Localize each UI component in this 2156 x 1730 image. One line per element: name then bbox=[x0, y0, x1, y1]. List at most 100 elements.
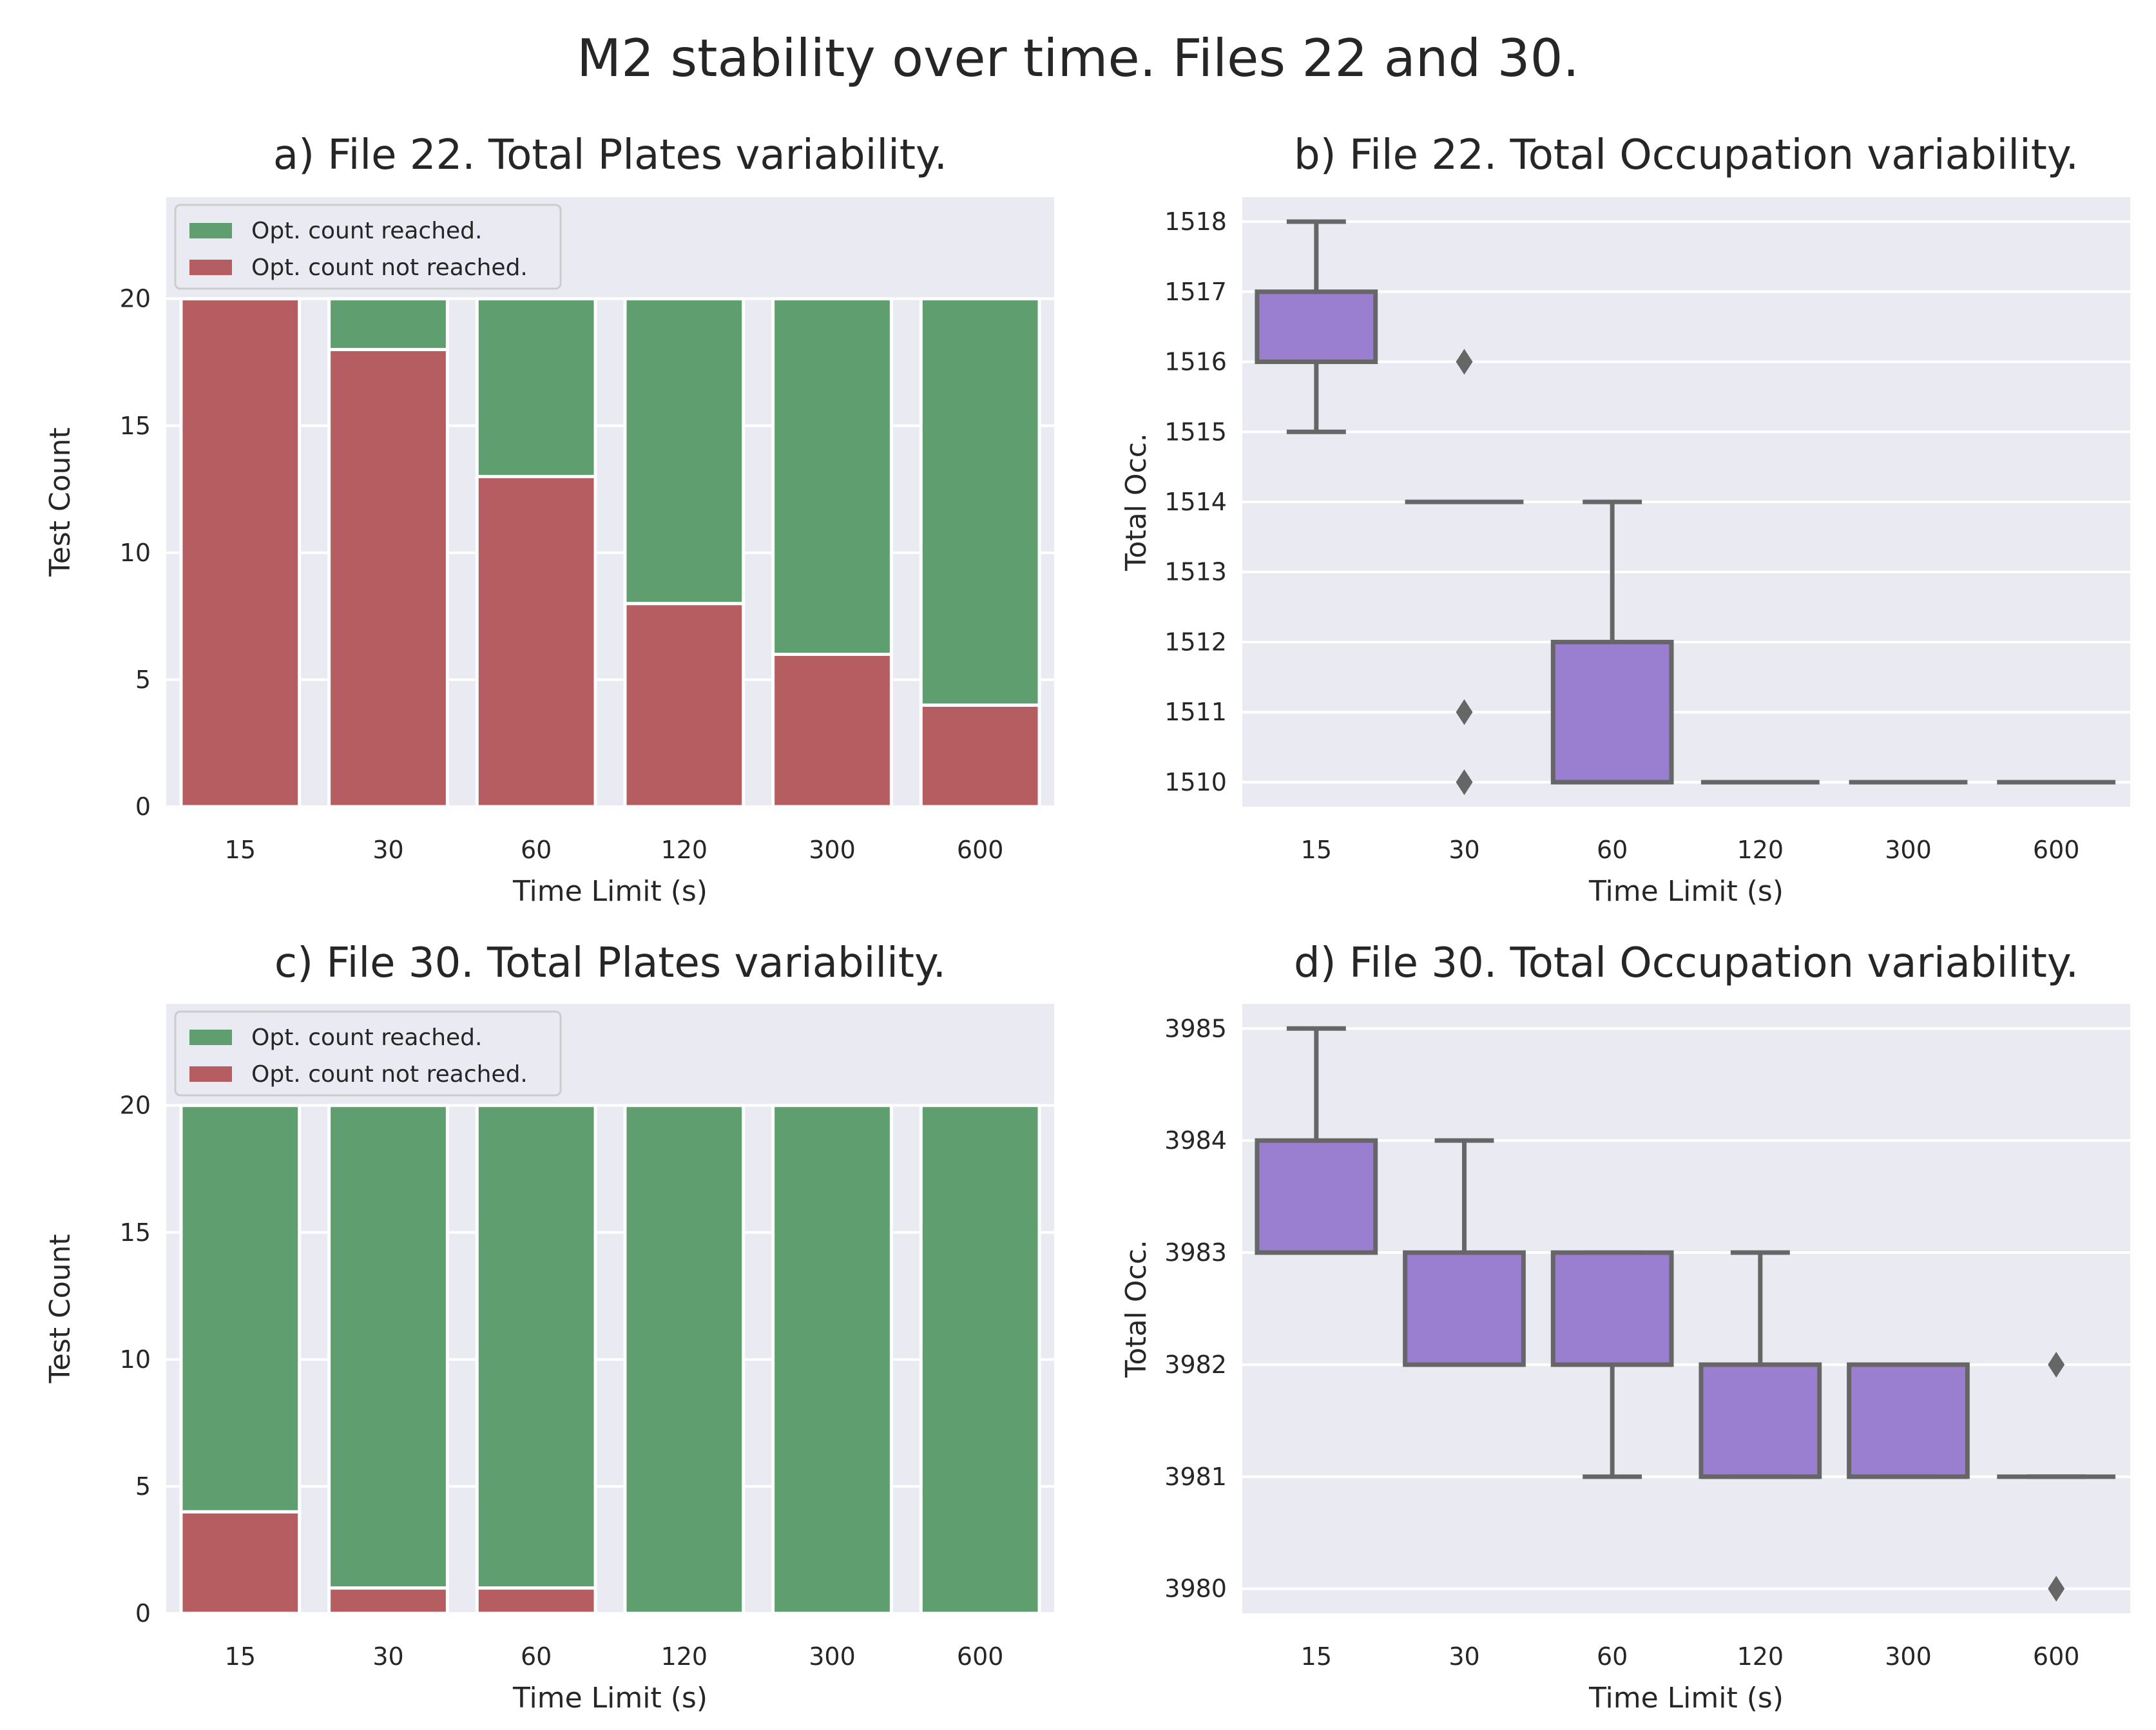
bar-not-reached bbox=[327, 1586, 449, 1615]
x-tick-label: 300 bbox=[809, 1642, 856, 1671]
x-tick-label: 30 bbox=[1449, 1642, 1479, 1671]
bar-not-reached bbox=[475, 475, 597, 809]
x-tick-label: 600 bbox=[957, 836, 1004, 864]
x-tick-label: 15 bbox=[1301, 836, 1332, 864]
x-tick-label: 15 bbox=[225, 836, 256, 864]
y-tick-label: 15 bbox=[120, 1218, 151, 1247]
y-tick-label: 1511 bbox=[1164, 698, 1227, 726]
box bbox=[1255, 289, 1378, 365]
x-tick-label: 600 bbox=[957, 1642, 1004, 1671]
plot-area bbox=[1242, 1004, 2130, 1613]
y-tick-label: 20 bbox=[120, 1091, 151, 1120]
outlier-point bbox=[1456, 769, 1473, 795]
bar-reached bbox=[179, 1104, 302, 1514]
outlier-point bbox=[1456, 699, 1473, 726]
chart-d: 3980 3981 3982 3983 3984 3985 15 30 60 120 300 600 d… bbox=[1120, 939, 2130, 1715]
x-tick-label: 15 bbox=[225, 1642, 256, 1671]
box bbox=[1550, 639, 1674, 785]
y-tick-label: 3983 bbox=[1164, 1238, 1227, 1267]
x-tick-label: 120 bbox=[661, 836, 708, 864]
y-tick-label: 0 bbox=[135, 793, 151, 821]
y-tick-label: 1512 bbox=[1164, 628, 1227, 656]
y-tick-label: 3981 bbox=[1164, 1463, 1227, 1491]
legend-label: Opt. count reached. bbox=[251, 1024, 482, 1051]
bar-reached bbox=[919, 1104, 1041, 1615]
chart-a: 0 5 10 15 20 15 30 60 120 300 600 a) File 22. Total… bbox=[44, 131, 1054, 908]
x-tick-label: 300 bbox=[1885, 1642, 1932, 1671]
y-tick-label: 3985 bbox=[1164, 1014, 1227, 1043]
x-tick-label: 30 bbox=[1449, 836, 1479, 864]
chart-c: 0 5 10 15 20 15 30 60 120 300 600 c) File 30. Total… bbox=[44, 939, 1054, 1715]
panel-title: a) File 22. Total Plates variability. bbox=[273, 131, 947, 179]
y-tick-label: 1515 bbox=[1164, 418, 1227, 446]
y-axis-label: Test Count bbox=[44, 1234, 77, 1383]
y-tick-label: 1514 bbox=[1164, 488, 1227, 516]
x-tick-label: 300 bbox=[809, 836, 856, 864]
y-tick-label: 5 bbox=[135, 1472, 151, 1501]
x-tick-label: 600 bbox=[2033, 1642, 2080, 1671]
bar-reached bbox=[475, 1104, 597, 1590]
legend-swatch bbox=[189, 1066, 232, 1082]
panel-title: b) File 22. Total Occupation variability… bbox=[1294, 131, 2079, 179]
x-axis-label: Time Limit (s) bbox=[1588, 1682, 1784, 1715]
box bbox=[1847, 1362, 1970, 1479]
x-tick-label: 30 bbox=[372, 836, 403, 864]
bar-reached bbox=[623, 297, 746, 606]
y-tick-label: 10 bbox=[120, 1345, 151, 1374]
outlier-point bbox=[1456, 349, 1473, 375]
bar-reached bbox=[327, 297, 449, 351]
box bbox=[1699, 1362, 1822, 1479]
x-tick-label: 120 bbox=[1737, 836, 1784, 864]
x-tick-label: 30 bbox=[372, 1642, 403, 1671]
bar-reached bbox=[771, 297, 893, 656]
bar-not-reached bbox=[327, 348, 449, 809]
y-tick-label: 1513 bbox=[1164, 558, 1227, 586]
x-axis-label: Time Limit (s) bbox=[1588, 875, 1784, 908]
outlier-point bbox=[2048, 1575, 2065, 1602]
bar-reached bbox=[771, 1104, 893, 1615]
legend-box bbox=[174, 204, 562, 290]
y-axis-label: Total Occ. bbox=[1120, 433, 1153, 572]
legend-label: Opt. count reached. bbox=[251, 218, 482, 244]
y-tick-label: 1516 bbox=[1164, 348, 1227, 376]
chart-b: 1510 1511 1512 1513 1514 1515 1516 1517 1518 15 30… bbox=[1120, 131, 2130, 908]
x-tick-label: 15 bbox=[1301, 1642, 1332, 1671]
legend-swatch bbox=[189, 223, 232, 238]
x-axis-label: Time Limit (s) bbox=[512, 1682, 707, 1715]
x-tick-label: 60 bbox=[521, 1642, 552, 1671]
y-tick-label: 15 bbox=[120, 412, 151, 440]
x-tick-label: 300 bbox=[1885, 836, 1932, 864]
y-tick-label: 1518 bbox=[1164, 207, 1227, 236]
panel-title: c) File 30. Total Plates variability. bbox=[274, 939, 946, 987]
x-tick-label: 120 bbox=[1737, 1642, 1784, 1671]
box bbox=[1403, 1250, 1526, 1367]
x-axis-label: Time Limit (s) bbox=[512, 875, 707, 908]
bar-not-reached bbox=[179, 1510, 302, 1615]
bar-reached bbox=[623, 1104, 746, 1615]
x-tick-label: 60 bbox=[1597, 1642, 1628, 1671]
legend-box bbox=[174, 1010, 562, 1097]
bar-reached bbox=[327, 1104, 449, 1590]
y-tick-label: 3982 bbox=[1164, 1350, 1227, 1379]
box bbox=[1255, 1138, 1378, 1255]
x-tick-label: 60 bbox=[1597, 836, 1628, 864]
bar-not-reached bbox=[475, 1586, 597, 1615]
bar-reached bbox=[919, 297, 1041, 707]
bar-not-reached bbox=[771, 653, 893, 809]
bar-reached bbox=[475, 297, 597, 479]
x-tick-label: 600 bbox=[2033, 836, 2080, 864]
figure-title: M2 stability over time. Files 22 and 30. bbox=[577, 28, 1579, 88]
y-axis-label: Total Occ. bbox=[1120, 1240, 1153, 1378]
y-tick-label: 3980 bbox=[1164, 1575, 1227, 1603]
y-tick-label: 20 bbox=[120, 285, 151, 313]
bar-not-reached bbox=[623, 602, 746, 809]
legend-swatch bbox=[189, 1030, 232, 1045]
bar-not-reached bbox=[179, 297, 302, 809]
outlier-point bbox=[2048, 1351, 2065, 1378]
y-tick-label: 5 bbox=[135, 666, 151, 694]
y-tick-label: 1517 bbox=[1164, 278, 1227, 306]
legend-label: Opt. count not reached. bbox=[251, 255, 528, 281]
y-axis-label: Test Count bbox=[44, 427, 77, 577]
x-tick-label: 60 bbox=[521, 836, 552, 864]
